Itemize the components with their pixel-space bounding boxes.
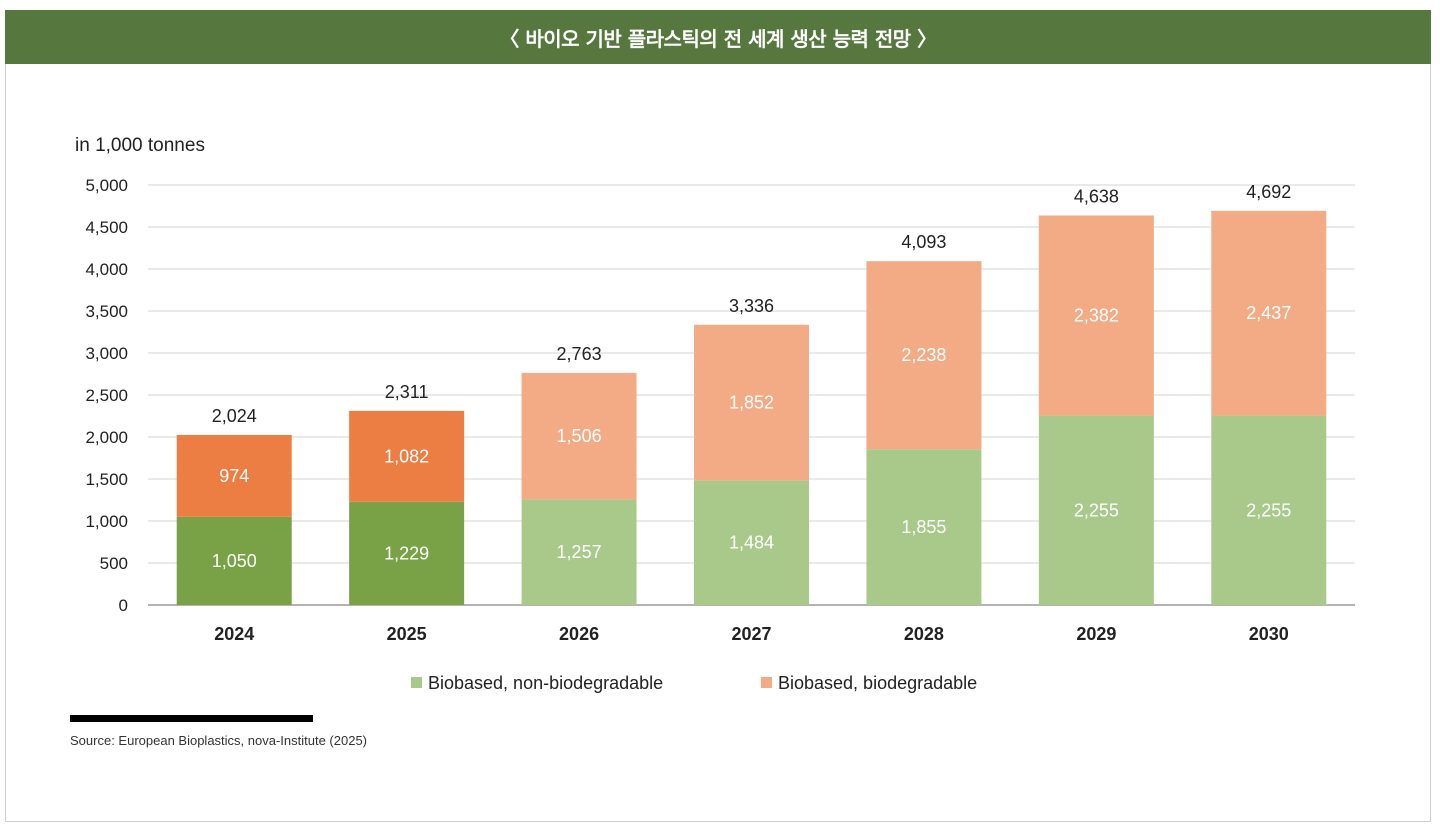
x-tick-label: 2026 (559, 624, 599, 644)
x-tick-label: 2029 (1076, 624, 1116, 644)
bar-non-biodegradable-2030 (1211, 415, 1327, 605)
x-tick-label: 2027 (731, 624, 771, 644)
data-label-biodegradable: 2,238 (901, 345, 946, 365)
x-tick-label: 2024 (214, 624, 254, 644)
y-axis-unit-label: in 1,000 tonnes (75, 135, 205, 156)
bar-biodegradable-2024 (176, 434, 292, 517)
bar-non-biodegradable-2026 (521, 499, 637, 605)
source-note: Source: European Bioplastics, nova-Insti… (70, 733, 368, 748)
y-tick-label: 5,000 (85, 176, 128, 195)
data-label-biodegradable: 2,437 (1246, 303, 1291, 323)
total-label: 4,638 (1074, 186, 1119, 206)
y-tick-label: 3,500 (85, 302, 128, 321)
legend-swatch-non-biodegradable (411, 677, 422, 688)
y-tick-label: 3,000 (85, 344, 128, 363)
total-label: 2,024 (212, 406, 257, 426)
bar-biodegradable-2030 (1211, 210, 1327, 416)
data-label-biodegradable: 1,852 (729, 393, 774, 413)
data-label-biodegradable: 1,082 (384, 446, 429, 466)
total-label: 2,311 (385, 382, 429, 402)
bar-biodegradable-2028 (866, 261, 982, 450)
legend-label-non-biodegradable: Biobased, non-biodegradable (428, 673, 663, 693)
data-label-non-biodegradable: 1,484 (729, 533, 774, 553)
legend: Biobased, non-biodegradable Biobased, bio… (411, 673, 977, 693)
y-tick-label: 0 (119, 596, 128, 615)
bar-non-biodegradable-2029 (1038, 415, 1154, 605)
total-label: 4,692 (1246, 182, 1291, 202)
bar-non-biodegradable-2027 (694, 480, 809, 605)
data-label-non-biodegradable: 2,255 (1246, 500, 1291, 520)
bar-non-biodegradable-2025 (349, 501, 465, 605)
data-label-non-biodegradable: 1,050 (212, 551, 257, 571)
data-label-non-biodegradable: 2,255 (1074, 500, 1119, 520)
bar-biodegradable-2026 (521, 372, 637, 500)
y-tick-label: 1,500 (85, 470, 128, 489)
total-label: 2,763 (557, 344, 602, 364)
bar-non-biodegradable-2028 (866, 449, 982, 605)
y-tick-label: 500 (100, 554, 128, 573)
bar-biodegradable-2025 (349, 410, 465, 502)
data-label-biodegradable: 1,506 (557, 426, 602, 446)
figure-title-bar: 〈 바이오 기반 플라스틱의 전 세계 생산 능력 전망 〉 (5, 10, 1431, 64)
legend-label-biodegradable: Biobased, biodegradable (778, 673, 977, 693)
y-tick-label: 2,500 (85, 386, 128, 405)
total-label: 3,336 (729, 296, 774, 316)
total-label: 4,093 (901, 232, 946, 252)
data-label-biodegradable: 2,382 (1074, 306, 1119, 326)
legend-swatch-biodegradable (761, 677, 772, 688)
x-tick-label: 2025 (387, 624, 427, 644)
x-tick-label: 2030 (1249, 624, 1289, 644)
bar-biodegradable-2029 (1038, 215, 1154, 416)
data-label-biodegradable: 974 (219, 466, 249, 486)
data-label-non-biodegradable: 1,229 (384, 543, 429, 563)
y-tick-label: 2,000 (85, 428, 128, 447)
x-tick-label: 2028 (904, 624, 944, 644)
y-tick-labels: 0 500 1,000 1,500 2,000 2,500 3,000 3,500 4,000 4… (85, 176, 128, 615)
data-label-non-biodegradable: 1,257 (557, 542, 602, 562)
bar-non-biodegradable-2024 (176, 516, 292, 605)
figure-title: 〈 바이오 기반 플라스틱의 전 세계 생산 능력 전망 〉 (499, 26, 937, 51)
x-tick-labels: 2024 2025 2026 2027 2028 2029 2030 (214, 624, 1289, 644)
data-label-non-biodegradable: 1,855 (901, 517, 946, 537)
bar-biodegradable-2027 (694, 324, 809, 481)
source-divider (70, 715, 313, 722)
y-tick-label: 4,500 (85, 218, 128, 237)
bars: 1,050 974 2,024 1,229 1,082 2,311 1,257 1,506 2,… (176, 182, 1327, 605)
y-tick-label: 4,000 (85, 260, 128, 279)
y-tick-label: 1,000 (85, 512, 128, 531)
